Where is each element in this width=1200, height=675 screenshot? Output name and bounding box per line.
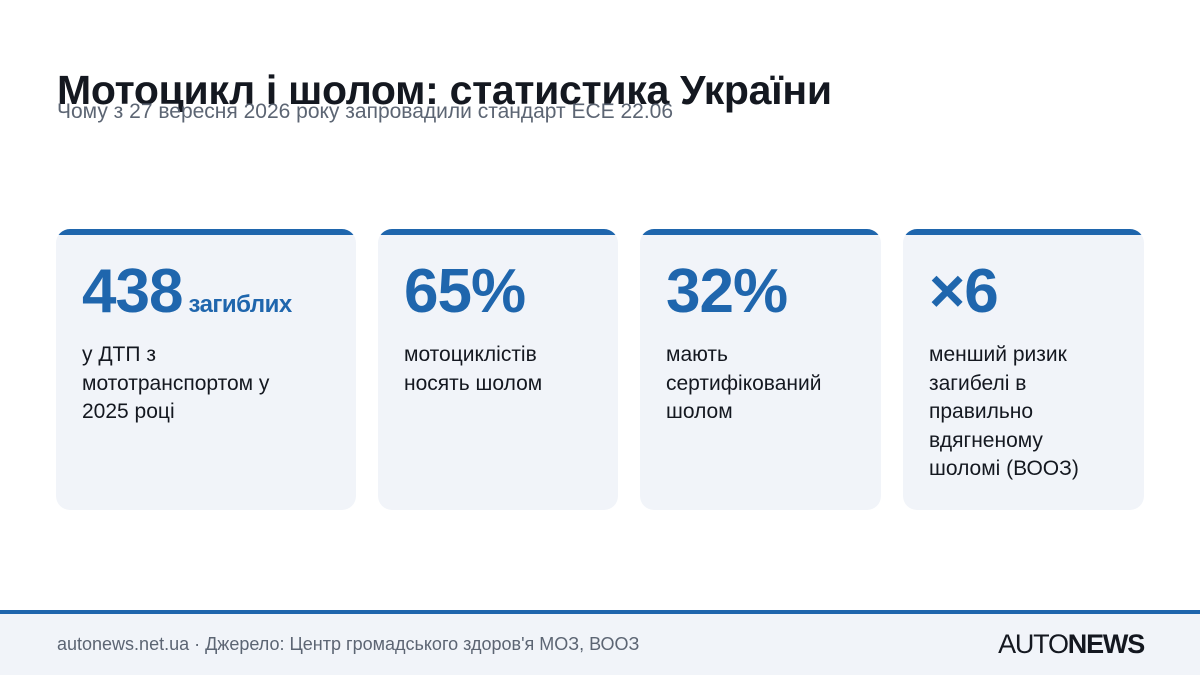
stat-description: у ДТП з мототранспортом у 2025 році — [82, 343, 270, 423]
stat-card-deaths: 438 загиблих у ДТП з мототранспортом у 20… — [56, 229, 356, 510]
stat-unit: загиблих — [188, 291, 292, 318]
footer-source: autonews.net.ua · Джерело: Центр громадс… — [57, 634, 640, 654]
stat-description: менший ризик загибелі в правильно вдягне… — [929, 343, 1079, 480]
stat-card-certified-helmet: 32% мають сертифікований шолом — [640, 229, 881, 510]
footer: autonews.net.ua · Джерело: Центр громадс… — [0, 610, 1200, 675]
stat-value: 32% — [666, 257, 788, 326]
stat-value-row: 438 загиблих — [82, 261, 292, 323]
stat-value-row: 65% — [404, 261, 526, 323]
logo-news: NEWS — [1067, 629, 1145, 659]
stat-card-risk-reduction: ×6 менший ризик загибелі в правильно вдя… — [903, 229, 1144, 510]
stat-description: мають сертифікований шолом — [666, 343, 822, 423]
page-subtitle: Чому з 27 вересня 2026 року запровадили … — [57, 100, 674, 123]
autonews-logo: AUTONEWS — [998, 629, 1145, 660]
stat-card-helmet-wearing: 65% мотоциклістів носять шолом — [378, 229, 618, 510]
stats-cards: 438 загиблих у ДТП з мототранспортом у 20… — [0, 229, 1200, 510]
stat-value-row: 32% — [666, 261, 788, 323]
page-title: Мотоцикл і шолом: статистика України — [57, 67, 832, 114]
stat-value: ×6 — [929, 257, 999, 326]
logo-auto: AUTO — [998, 629, 1069, 659]
stat-value: 438 — [82, 257, 183, 326]
stat-value: 65% — [404, 257, 526, 326]
stat-value-row: ×6 — [929, 261, 999, 323]
stat-description: мотоциклістів носять шолом — [404, 343, 543, 395]
